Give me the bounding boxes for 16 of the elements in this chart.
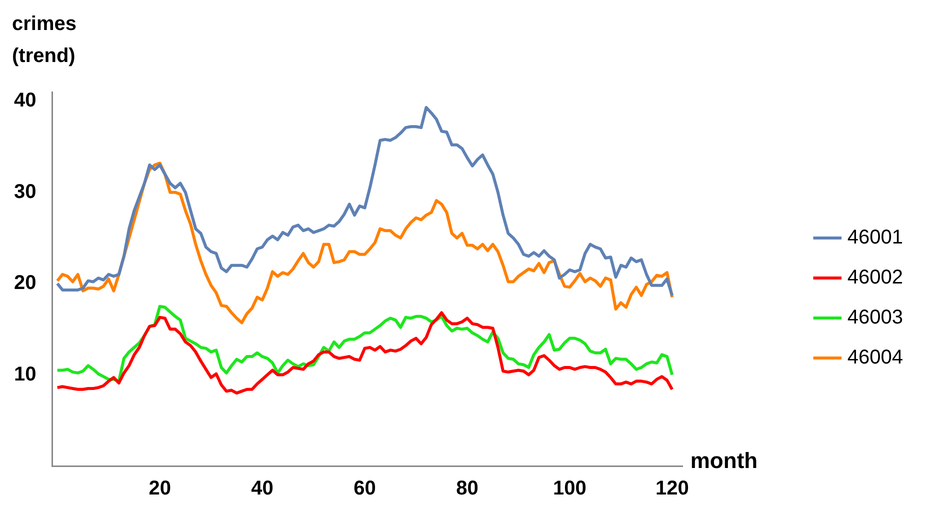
x-tick-label: 100 [552, 478, 586, 500]
y-tick-label: 30 [14, 180, 36, 203]
x-tick-label: 40 [251, 478, 274, 500]
y-tick-label: 40 [14, 90, 36, 112]
x-tick-label: 80 [456, 478, 478, 500]
x-tick-label: 120 [655, 478, 689, 500]
x-axis-title: month [690, 448, 758, 474]
legend-label: 46003 [847, 306, 904, 329]
legend-label: 46001 [847, 226, 904, 249]
legend-label: 46002 [847, 266, 904, 289]
y-axis-title: crimes (trend) [12, 12, 78, 69]
y-tick-label: 20 [14, 272, 36, 294]
y-tick-label: 10 [14, 363, 36, 386]
legend-label: 46004 [847, 346, 904, 369]
x-tick-label: 20 [148, 478, 171, 500]
x-tick-label: 60 [354, 478, 376, 500]
